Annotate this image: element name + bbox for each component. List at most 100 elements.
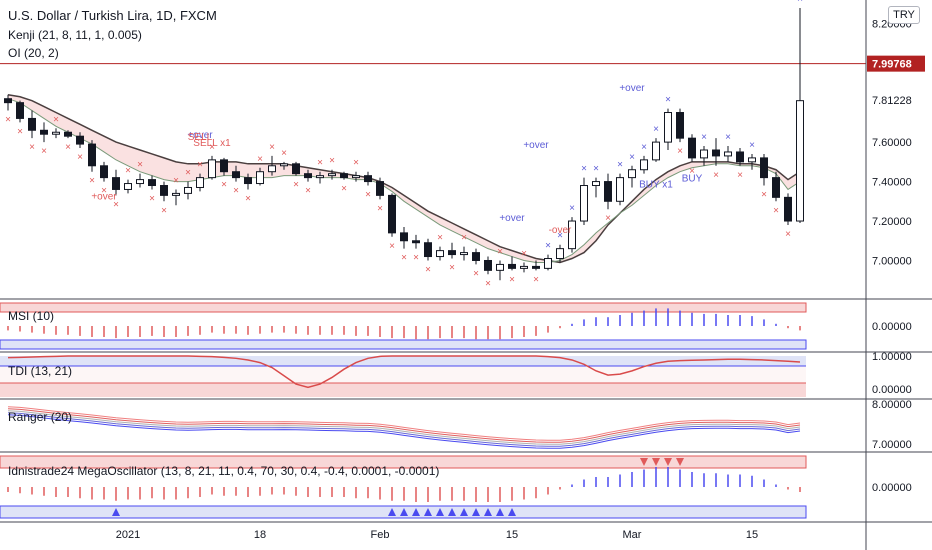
candle: × (436, 233, 444, 261)
signal-marker: × (269, 142, 275, 153)
candle: × (484, 256, 492, 289)
candle-body (352, 175, 360, 179)
candle-body (736, 151, 744, 163)
ranger-label[interactable]: Ranger (20) (8, 410, 73, 424)
signal-annotation: SELL (188, 132, 213, 143)
candle: × (244, 173, 252, 204)
mega-buy-triangle (496, 508, 504, 516)
signal-marker: × (713, 170, 719, 181)
candle: × (160, 181, 168, 216)
candle: × (664, 95, 672, 150)
signal-marker: × (497, 246, 503, 257)
msi-lower-band (0, 339, 807, 350)
signal-marker: × (101, 186, 107, 197)
candle: × (328, 156, 336, 180)
overlay-cloud (8, 94, 800, 263)
candle-body (196, 177, 204, 188)
mega-buy-triangle (112, 508, 120, 516)
candle-body (160, 185, 168, 196)
signal-marker: × (53, 114, 59, 125)
tdi-label[interactable]: TDI (13, 21) (8, 364, 73, 378)
signal-marker: × (521, 248, 527, 259)
price-tick: 7.40000 (872, 177, 912, 189)
mega-label[interactable]: Idnistrade24 MegaOscillator (13, 8, 21, … (8, 464, 440, 478)
candle: × (148, 175, 156, 204)
candle: × (280, 148, 288, 170)
candle-body (784, 196, 792, 222)
time-axis[interactable]: 2021 18 Feb 15 Mar 15 (116, 529, 758, 541)
candle: × (700, 132, 708, 166)
signal-marker: × (725, 132, 731, 143)
candle: × (400, 226, 408, 264)
msi-pane: 0.00000 (0, 302, 912, 350)
signal-marker: × (389, 241, 395, 252)
candle-body (268, 165, 276, 173)
signal-marker: × (245, 193, 251, 204)
msi-label[interactable]: MSI (10) (8, 309, 55, 323)
candle-body (136, 179, 144, 185)
candle-body (364, 175, 372, 183)
mega-upper-band (0, 455, 807, 469)
oi-legend[interactable]: OI (20, 2) (8, 46, 59, 60)
candle: × (208, 142, 216, 180)
candle: × (64, 130, 72, 153)
tdi-upper-band (0, 356, 806, 366)
candle-body (688, 137, 696, 159)
candle-body (496, 263, 504, 271)
signal-marker: × (785, 229, 791, 240)
candle: × (568, 203, 576, 253)
signal-marker: × (701, 132, 707, 143)
time-tick: 18 (254, 529, 266, 541)
candle-body (568, 220, 576, 250)
signal-marker: × (353, 158, 359, 169)
candle-body (256, 171, 264, 185)
candle: × (616, 160, 624, 206)
candle: × (88, 140, 96, 187)
candle-body (520, 265, 528, 269)
signal-marker: × (185, 168, 191, 179)
candle: × (412, 234, 420, 264)
signal-marker: × (65, 142, 71, 153)
candle: × (628, 152, 636, 188)
candle: × (508, 256, 516, 285)
signal-marker: × (545, 241, 551, 252)
time-tick: 2021 (116, 529, 140, 541)
signal-annotation: SELL x1 (193, 138, 231, 149)
ranger-line (7, 414, 801, 449)
candle-body (400, 232, 408, 242)
currency-button[interactable]: TRY (888, 6, 920, 24)
candle: × (16, 100, 24, 137)
signal-marker: × (197, 160, 203, 171)
candle: × (448, 242, 456, 274)
signal-marker: × (137, 160, 143, 171)
ranger-line (7, 410, 801, 445)
candle: × (76, 132, 84, 163)
candle: × (688, 134, 696, 177)
candle: × (256, 154, 264, 186)
price-axis[interactable]: 8.200008.000007.812287.600007.400007.200… (867, 19, 925, 268)
price-tick: 7.81228 (872, 95, 912, 107)
candle: × (520, 248, 528, 273)
signal-annotation: +over (187, 130, 213, 141)
candle: × (268, 142, 276, 176)
signal-marker: × (89, 176, 95, 187)
signal-marker: × (341, 184, 347, 195)
candle-body (448, 250, 456, 256)
signal-marker: × (581, 164, 587, 175)
candle-body (652, 141, 660, 161)
kenji-legend[interactable]: Kenji (21, 8, 11, 1, 0.005) (8, 28, 142, 42)
candle-body (748, 157, 756, 163)
candle: × (136, 160, 144, 188)
mega-sell-triangle (652, 458, 660, 466)
time-tick: 15 (506, 529, 518, 541)
candle-body (556, 248, 564, 260)
candle: × (112, 169, 120, 210)
candle: × (556, 231, 564, 263)
signal-marker: × (641, 142, 647, 153)
signal-marker: × (425, 264, 431, 275)
price-tick: 7.20000 (872, 216, 912, 228)
candle-body (208, 159, 216, 179)
signal-marker: × (569, 203, 575, 214)
signal-marker: × (281, 148, 287, 159)
candle-body (508, 263, 516, 269)
